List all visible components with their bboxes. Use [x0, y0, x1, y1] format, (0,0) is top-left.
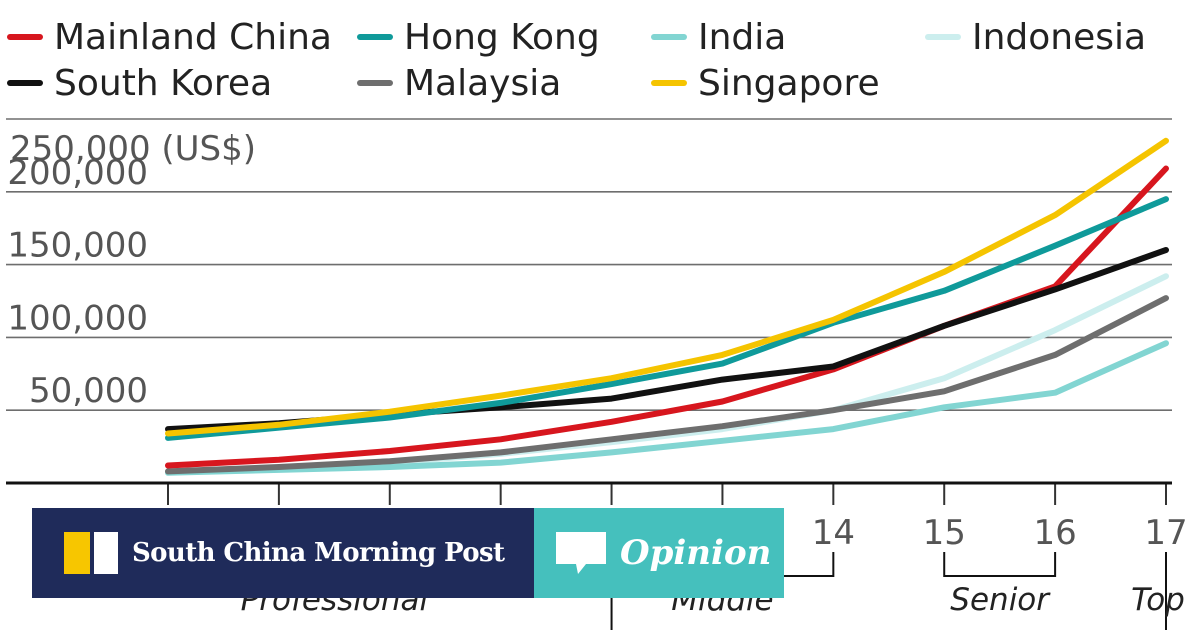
- publication-name: South China Morning Post: [132, 538, 505, 568]
- series-line: [165, 137, 1169, 437]
- band-group: Senior: [943, 552, 1057, 618]
- legend: Mainland China Hong Kong India Indonesia Sou…: [7, 17, 1146, 104]
- y-tick-label: 50,000: [29, 371, 148, 411]
- legend-item: India: [651, 17, 786, 58]
- legend-item: South Korea: [7, 63, 272, 104]
- x-tick-label: 14: [812, 513, 855, 553]
- band-label: Top: [1131, 582, 1185, 618]
- speech-bubble-icon: [556, 532, 606, 574]
- band-bracket: [943, 552, 1057, 577]
- y-tick-label: 150,000: [7, 226, 148, 266]
- legend-label: Singapore: [698, 63, 880, 104]
- section-badge: Opinion: [534, 508, 784, 598]
- series-line: [165, 295, 1169, 475]
- y-axis-unit-label: 250,000 (US$): [10, 129, 256, 169]
- series-line: [165, 340, 1169, 476]
- legend-item: Hong Kong: [357, 17, 600, 58]
- band-group: Top: [1131, 552, 1185, 630]
- legend-item: Malaysia: [357, 63, 561, 104]
- legend-item: Mainland China: [7, 17, 332, 58]
- scmp-logo-icon: [64, 532, 118, 574]
- y-tick-label: 200,000: [7, 153, 148, 193]
- legend-label: Hong Kong: [404, 17, 600, 58]
- legend-item: Indonesia: [925, 17, 1146, 58]
- series-line: [165, 247, 1169, 433]
- gridlines: [6, 118, 1172, 412]
- brand-banner: South China Morning Post Opinion: [32, 508, 784, 598]
- x-tick-label: 17: [1144, 513, 1187, 553]
- x-tick-label: 16: [1033, 513, 1076, 553]
- legend-label: India: [698, 17, 786, 58]
- series-lines: [165, 137, 1169, 476]
- legend-label: Indonesia: [972, 17, 1146, 58]
- y-tick-label: 100,000: [7, 298, 148, 338]
- legend-label: Malaysia: [404, 63, 561, 104]
- x-tick-label: 15: [923, 513, 966, 553]
- y-axis-tick-labels: 50,000 100,000 150,000 200,000: [7, 153, 148, 411]
- legend-label: Mainland China: [54, 17, 332, 58]
- legend-label: South Korea: [54, 63, 272, 104]
- series-line: [165, 196, 1169, 441]
- legend-item: Singapore: [651, 63, 880, 104]
- publication-badge: South China Morning Post: [32, 508, 534, 598]
- band-label: Senior: [950, 582, 1051, 618]
- section-label: Opinion: [620, 533, 772, 573]
